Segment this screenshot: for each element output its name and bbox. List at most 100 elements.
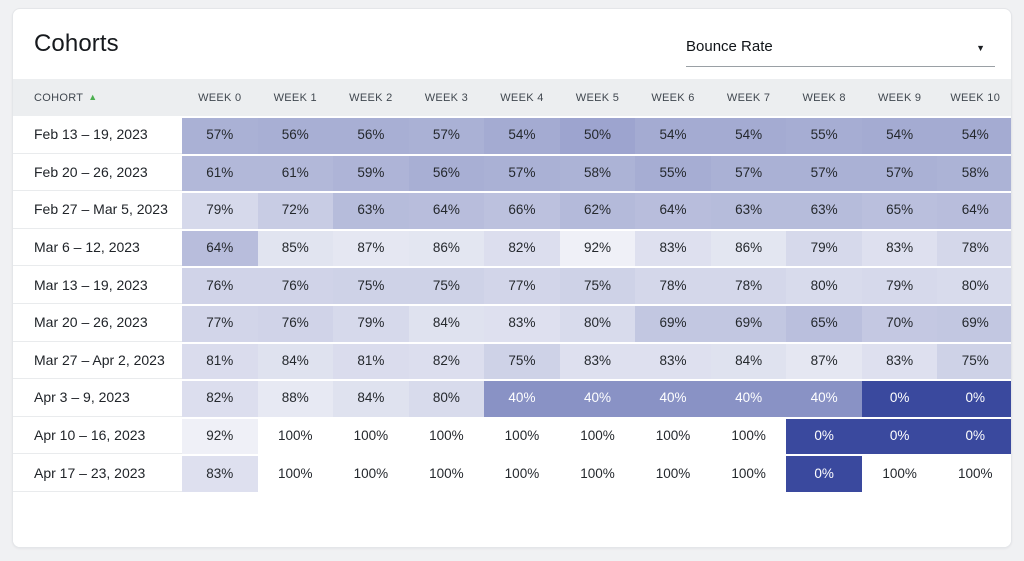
heatmap-cell: 64% [408,191,485,229]
cohort-row: Mar 20 – 26, 2023 77% 76% 79% 84% 83% 80% 69% 69… [13,303,1011,342]
heatmap-cell: 92% [559,228,636,267]
heatmap-cell: 62% [559,191,636,229]
heatmap-cell: 75% [484,341,560,380]
heatmap-cell: 57% [408,116,485,154]
heatmap-cell: 61% [257,153,334,192]
heatmap-cell: 100% [635,416,711,455]
heatmap-cell: 76% [257,266,334,304]
heatmap-cell: 40% [484,379,560,417]
heatmap-cell: 58% [937,153,1011,192]
table-header-row: COHORT ▲ WEEK 0 WEEK 1 WEEK 2 WEEK 3 WEEK 4 W… [13,79,1011,116]
heatmap-cell: 84% [257,341,334,380]
column-header-week-1: WEEK 1 [273,91,317,104]
cohort-label: Mar 6 – 12, 2023 [13,228,182,267]
heatmap-cell: 0% [786,454,862,492]
heatmap-cell: 0% [937,379,1011,417]
cohort-row: Mar 6 – 12, 2023 64% 85% 87% 86% 82% 92% 83% 86%… [13,228,1011,267]
heatmap-table-body: Feb 13 – 19, 2023 57% 56% 56% 57% 54% 50% 54% 54… [13,116,1011,492]
heatmap-cell: 70% [861,303,938,342]
heatmap-cell: 80% [559,303,636,342]
cohort-header-label: COHORT [34,91,84,104]
heatmap-cell: 82% [182,379,258,417]
heatmap-cell: 0% [786,416,862,455]
heatmap-cell: 83% [182,454,258,492]
cohort-row: Mar 27 – Apr 2, 2023 81% 84% 81% 82% 75% 83% 83… [13,341,1011,380]
heatmap-cell: 57% [182,116,258,154]
heatmap-cell: 66% [484,191,560,229]
heatmap-cell: 63% [710,191,787,229]
cohort-label: Feb 20 – 26, 2023 [13,153,182,192]
cohort-label: Apr 3 – 9, 2023 [13,379,182,417]
heatmap-cell: 82% [408,341,485,380]
heatmap-cell: 86% [710,228,787,267]
heatmap-cell: 54% [937,116,1011,154]
heatmap-cell: 84% [333,379,409,417]
heatmap-cell: 88% [257,379,334,417]
heatmap-cell: 64% [182,228,258,267]
heatmap-cell: 78% [635,266,711,304]
column-header-week-2: WEEK 2 [349,91,393,104]
column-header-week-6: WEEK 6 [651,91,695,104]
heatmap-cell: 84% [408,303,485,342]
metric-select-value: Bounce Rate [686,38,773,55]
column-header-week-8: WEEK 8 [802,91,846,104]
heatmap-cell: 100% [937,454,1011,492]
heatmap-cell: 57% [710,153,787,192]
heatmap-cell: 100% [861,454,938,492]
heatmap-cell: 69% [937,303,1011,342]
heatmap-cell: 79% [786,228,862,267]
cohort-label: Apr 10 – 16, 2023 [13,416,182,455]
column-header-week-5: WEEK 5 [575,91,620,104]
heatmap-cell: 75% [408,266,485,304]
heatmap-cell: 69% [710,303,787,342]
heatmap-cell: 40% [559,379,636,417]
column-header-week-10: WEEK 10 [950,91,1001,104]
heatmap-cell: 79% [333,303,409,342]
heatmap-cell: 54% [861,116,938,154]
heatmap-cell: 77% [182,303,258,342]
heatmap-cell: 82% [484,228,560,267]
heatmap-cell: 57% [484,153,560,192]
heatmap-cell: 64% [937,191,1011,229]
heatmap-cell: 72% [257,191,334,229]
heatmap-cell: 40% [710,379,787,417]
heatmap-cell: 100% [333,416,409,455]
heatmap-cell: 83% [635,228,711,267]
card-header: Cohorts Bounce Rate ▼ [13,9,1011,79]
heatmap-cell: 76% [257,303,334,342]
heatmap-cell: 79% [861,266,938,304]
heatmap-cell: 76% [182,266,258,304]
cohort-row: Apr 3 – 9, 2023 82% 88% 84% 80% 40% 40% 40% 40% 4… [13,379,1011,417]
column-header-week-7: WEEK 7 [726,91,771,104]
column-header-cohort[interactable]: COHORT ▲ [13,92,182,104]
heatmap-cell: 85% [257,228,334,267]
heatmap-cell: 58% [559,153,636,192]
cohort-label: Mar 27 – Apr 2, 2023 [13,341,182,380]
heatmap-cell: 100% [710,454,787,492]
sort-ascending-icon: ▲ [88,92,98,102]
heatmap-cell: 54% [710,116,787,154]
metric-select[interactable]: Bounce Rate ▼ [686,35,995,67]
heatmap-cell: 83% [861,341,938,380]
page-title: Cohorts [34,30,119,57]
heatmap-cell: 87% [786,341,862,380]
column-header-week-0: WEEK 0 [198,91,242,104]
column-header-week-9: WEEK 9 [877,91,922,104]
card-footer [13,491,1011,547]
heatmap-cell: 59% [333,153,409,192]
cohort-row: Apr 10 – 16, 2023 92% 100% 100% 100% 100% 100%… [13,416,1011,455]
heatmap-cell: 87% [333,228,409,267]
heatmap-cell: 86% [408,228,485,267]
heatmap-cell: 100% [559,454,636,492]
heatmap-cell: 80% [408,379,485,417]
cohort-row: Feb 27 – Mar 5, 2023 79% 72% 63% 64% 66% 62% 64… [13,191,1011,229]
heatmap-cell: 81% [333,341,409,380]
heatmap-cell: 64% [635,191,711,229]
heatmap-cell: 100% [635,454,711,492]
cohorts-card: Cohorts Bounce Rate ▼ COHORT ▲ WEEK 0 WEE… [12,8,1012,548]
heatmap-cell: 78% [710,266,787,304]
heatmap-cell: 100% [559,416,636,455]
heatmap-cell: 83% [559,341,636,380]
heatmap-cell: 100% [257,416,334,455]
cohort-row: Apr 17 – 23, 2023 83% 100% 100% 100% 100% 100%… [13,454,1011,492]
